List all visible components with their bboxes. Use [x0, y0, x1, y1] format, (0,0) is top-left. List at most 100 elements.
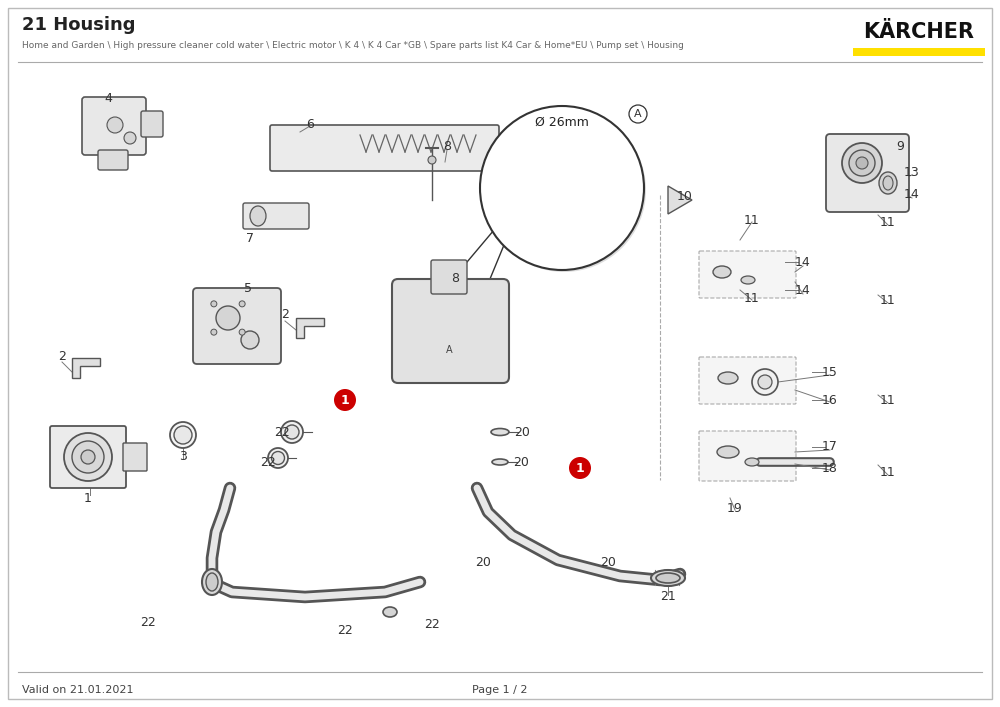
- Polygon shape: [72, 358, 100, 378]
- Ellipse shape: [202, 569, 222, 595]
- Text: 8: 8: [451, 271, 459, 284]
- FancyBboxPatch shape: [699, 431, 796, 481]
- Text: 5: 5: [244, 281, 252, 295]
- Circle shape: [124, 132, 136, 144]
- Ellipse shape: [651, 570, 685, 586]
- Circle shape: [64, 433, 112, 481]
- Polygon shape: [668, 186, 692, 214]
- Circle shape: [520, 146, 604, 230]
- FancyBboxPatch shape: [699, 251, 796, 298]
- FancyBboxPatch shape: [98, 150, 128, 170]
- Ellipse shape: [383, 607, 397, 617]
- Circle shape: [239, 329, 245, 335]
- Ellipse shape: [281, 421, 303, 443]
- Text: Page 1 / 2: Page 1 / 2: [472, 685, 528, 695]
- Polygon shape: [296, 318, 324, 338]
- Ellipse shape: [491, 428, 509, 436]
- Circle shape: [482, 108, 646, 272]
- Ellipse shape: [879, 172, 897, 194]
- Text: 11: 11: [744, 214, 760, 226]
- Circle shape: [842, 143, 882, 183]
- Text: 15: 15: [822, 366, 838, 378]
- Ellipse shape: [656, 573, 680, 583]
- Ellipse shape: [492, 459, 508, 465]
- Text: Home and Garden \ High pressure cleaner cold water \ Electric motor \ K 4 \ K 4 : Home and Garden \ High pressure cleaner …: [22, 40, 684, 49]
- FancyBboxPatch shape: [141, 111, 163, 137]
- Text: 9: 9: [896, 139, 904, 153]
- Text: 20: 20: [514, 426, 530, 438]
- Text: 11: 11: [880, 216, 896, 228]
- Circle shape: [216, 306, 240, 330]
- FancyBboxPatch shape: [50, 426, 126, 488]
- Text: 17: 17: [822, 440, 838, 453]
- Ellipse shape: [206, 573, 218, 591]
- Text: Ø 26mm: Ø 26mm: [535, 115, 589, 129]
- Text: 11: 11: [880, 465, 896, 479]
- Circle shape: [849, 150, 875, 176]
- Circle shape: [557, 183, 567, 193]
- Circle shape: [752, 369, 778, 395]
- Text: 22: 22: [260, 455, 276, 469]
- Text: 14: 14: [795, 284, 811, 296]
- Circle shape: [107, 117, 123, 133]
- Circle shape: [549, 175, 575, 201]
- Circle shape: [241, 331, 259, 349]
- Text: 6: 6: [306, 117, 314, 131]
- Circle shape: [856, 157, 868, 169]
- Ellipse shape: [272, 452, 285, 464]
- Circle shape: [480, 106, 644, 270]
- Ellipse shape: [745, 458, 759, 466]
- Text: 22: 22: [424, 619, 440, 631]
- Circle shape: [629, 105, 647, 123]
- Ellipse shape: [741, 276, 755, 284]
- Ellipse shape: [268, 448, 288, 468]
- Text: 20: 20: [600, 556, 616, 568]
- Text: 14: 14: [795, 255, 811, 269]
- Circle shape: [441, 342, 457, 358]
- Text: 1: 1: [576, 462, 584, 474]
- Circle shape: [428, 298, 468, 338]
- Circle shape: [436, 306, 460, 330]
- Ellipse shape: [170, 422, 196, 448]
- Text: 8: 8: [443, 141, 451, 153]
- Text: 11: 11: [880, 293, 896, 307]
- Text: 22: 22: [274, 426, 290, 438]
- FancyBboxPatch shape: [270, 125, 499, 171]
- Text: 18: 18: [822, 462, 838, 474]
- Text: 2: 2: [58, 349, 66, 363]
- Circle shape: [81, 450, 95, 464]
- Circle shape: [239, 301, 245, 307]
- FancyBboxPatch shape: [8, 8, 992, 699]
- Text: 2: 2: [281, 308, 289, 322]
- Text: 3: 3: [179, 450, 187, 462]
- Text: Valid on 21.01.2021: Valid on 21.01.2021: [22, 685, 134, 695]
- Text: 13: 13: [904, 167, 920, 180]
- Text: 22: 22: [337, 624, 353, 636]
- Ellipse shape: [718, 372, 738, 384]
- Text: 10: 10: [677, 190, 693, 204]
- FancyBboxPatch shape: [82, 97, 146, 155]
- Circle shape: [334, 389, 356, 411]
- Circle shape: [504, 130, 620, 246]
- Text: 20: 20: [475, 556, 491, 568]
- Circle shape: [211, 301, 217, 307]
- Circle shape: [569, 457, 591, 479]
- FancyBboxPatch shape: [699, 357, 796, 404]
- Text: A: A: [634, 109, 642, 119]
- FancyBboxPatch shape: [193, 288, 281, 364]
- Text: 4: 4: [104, 91, 112, 105]
- FancyBboxPatch shape: [826, 134, 909, 212]
- FancyBboxPatch shape: [392, 279, 509, 383]
- Text: 7: 7: [246, 231, 254, 245]
- Text: 22: 22: [140, 616, 156, 629]
- Text: 19: 19: [727, 501, 743, 515]
- Bar: [853, 48, 985, 56]
- FancyBboxPatch shape: [243, 203, 309, 229]
- Text: 1: 1: [84, 491, 92, 505]
- Text: 20: 20: [513, 455, 529, 469]
- Circle shape: [536, 162, 588, 214]
- Text: 21 Housing: 21 Housing: [22, 16, 136, 34]
- Circle shape: [758, 375, 772, 389]
- Text: 11: 11: [744, 291, 760, 305]
- Text: KÄRCHER: KÄRCHER: [864, 22, 974, 42]
